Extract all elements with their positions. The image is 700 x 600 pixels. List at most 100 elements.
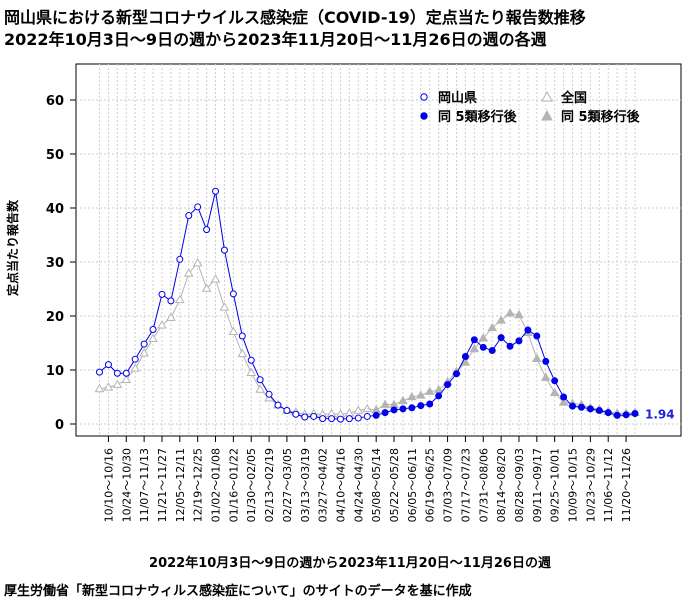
x-tick-label: 02/27～03/05 [281,448,294,522]
x-tick-label: 03/13～03/19 [299,448,312,522]
data-point [577,403,585,411]
data-point [174,294,185,304]
data-point [524,326,532,334]
data-point [265,390,273,398]
y-axis-label: 定点当たり報告数 [5,199,20,296]
data-point [533,332,541,340]
x-tick-label: 11/06～11/12 [602,448,615,522]
legend-label: 同 5類移行後 [438,109,518,125]
data-point [255,384,266,393]
data-point [426,400,434,408]
x-tick-label: 03/27～04/02 [317,448,330,522]
line-chart: 0 10 20 30 40 50 60 10/10～10/16 10/24～10/30 11/0… [5,63,682,522]
data-point [203,226,211,234]
data-point [167,297,175,305]
chart-title-line1: 岡山県における新型コロナウイルス感染症（COVID-19）定点当たり報告数推移 [4,8,586,27]
data-point [319,415,327,423]
data-point [363,412,371,420]
data-point [631,410,639,418]
data-point [380,399,390,408]
y-tick-label: 40 [46,202,64,217]
data-point [424,386,435,395]
data-point [497,334,505,342]
legend-label: 同 5類移行後 [561,109,641,125]
data-point [542,357,550,365]
series-layer [94,187,640,423]
data-point [192,258,203,267]
y-axis: 0 10 20 30 40 50 60 [46,94,76,433]
data-point [220,246,228,254]
data-point [353,405,364,414]
legend-label: 全国 [560,90,587,106]
data-point [96,368,103,376]
data-point [531,353,542,362]
data-point [586,405,594,413]
data-point [185,212,193,220]
data-point [415,390,426,399]
series-okayama-post [372,326,639,419]
data-point [453,370,460,378]
data-point [113,369,121,377]
data-point [274,401,282,409]
data-point [488,347,496,355]
data-point [301,413,309,421]
data-point [219,302,230,311]
data-point [122,369,130,377]
data-point [237,348,248,358]
data-point [398,395,408,405]
data-point [549,387,560,396]
data-point [149,326,157,333]
data-point [140,340,148,348]
data-point [131,355,139,363]
data-point [551,377,559,385]
data-point [381,409,389,417]
data-point [112,379,123,388]
x-tick-label: 11/21～11/27 [156,448,169,522]
data-point [595,407,603,414]
series-line [376,329,636,416]
x-axis-label: 2022年10月3日～9日の週から2023年11月20日～11月26日の週 [149,556,551,571]
x-tick-label: 09/25～10/01 [549,448,562,522]
x-tick-label: 12/19～12/25 [192,448,205,522]
data-point [283,407,291,414]
legend-marker [420,112,428,120]
series-bridge [367,408,377,411]
y-tick-label: 50 [46,148,64,163]
chart-title-line2: 2022年10月3日～9日の週から2023年11月20日～11月26日の週の各週 [4,30,547,49]
x-tick-label: 01/16～01/22 [227,448,240,522]
data-point [201,283,212,292]
data-point [622,411,630,419]
data-point [212,187,220,195]
data-point [417,402,425,410]
plot-frame [75,63,682,437]
data-point [292,410,300,418]
data-point [461,353,469,360]
x-tick-label: 11/07～11/13 [138,448,151,522]
data-point [104,361,112,369]
legend: 岡山県 全国同 5類移行後 同 5類移行後 [420,90,641,125]
x-tick-label: 05/08～05/14 [370,448,383,522]
y-tick-label: 20 [46,310,64,325]
data-point [514,309,524,319]
data-point [139,348,149,357]
legend-marker [541,109,553,121]
data-point [407,392,417,401]
data-point [540,372,551,381]
data-point [247,356,255,364]
x-tick-label: 08/28～09/03 [513,448,526,522]
data-point [256,376,264,384]
data-point [506,342,514,350]
x-tick-label: 04/10～04/16 [334,448,347,522]
x-tick-label: 12/05～12/11 [174,448,187,522]
y-tick-label: 60 [46,94,64,109]
x-tick-label: 06/05～06/11 [406,448,419,522]
x-tick-label: 08/14～08/20 [495,448,508,522]
x-tick-label: 10/24～10/30 [120,448,133,522]
data-point [238,332,246,340]
data-point [399,405,407,413]
x-tick-label: 02/13～02/19 [263,448,276,522]
x-tick-label: 05/22～05/28 [388,448,401,522]
data-point [613,411,621,419]
y-tick-label: 10 [46,364,64,379]
data-point [229,290,237,298]
